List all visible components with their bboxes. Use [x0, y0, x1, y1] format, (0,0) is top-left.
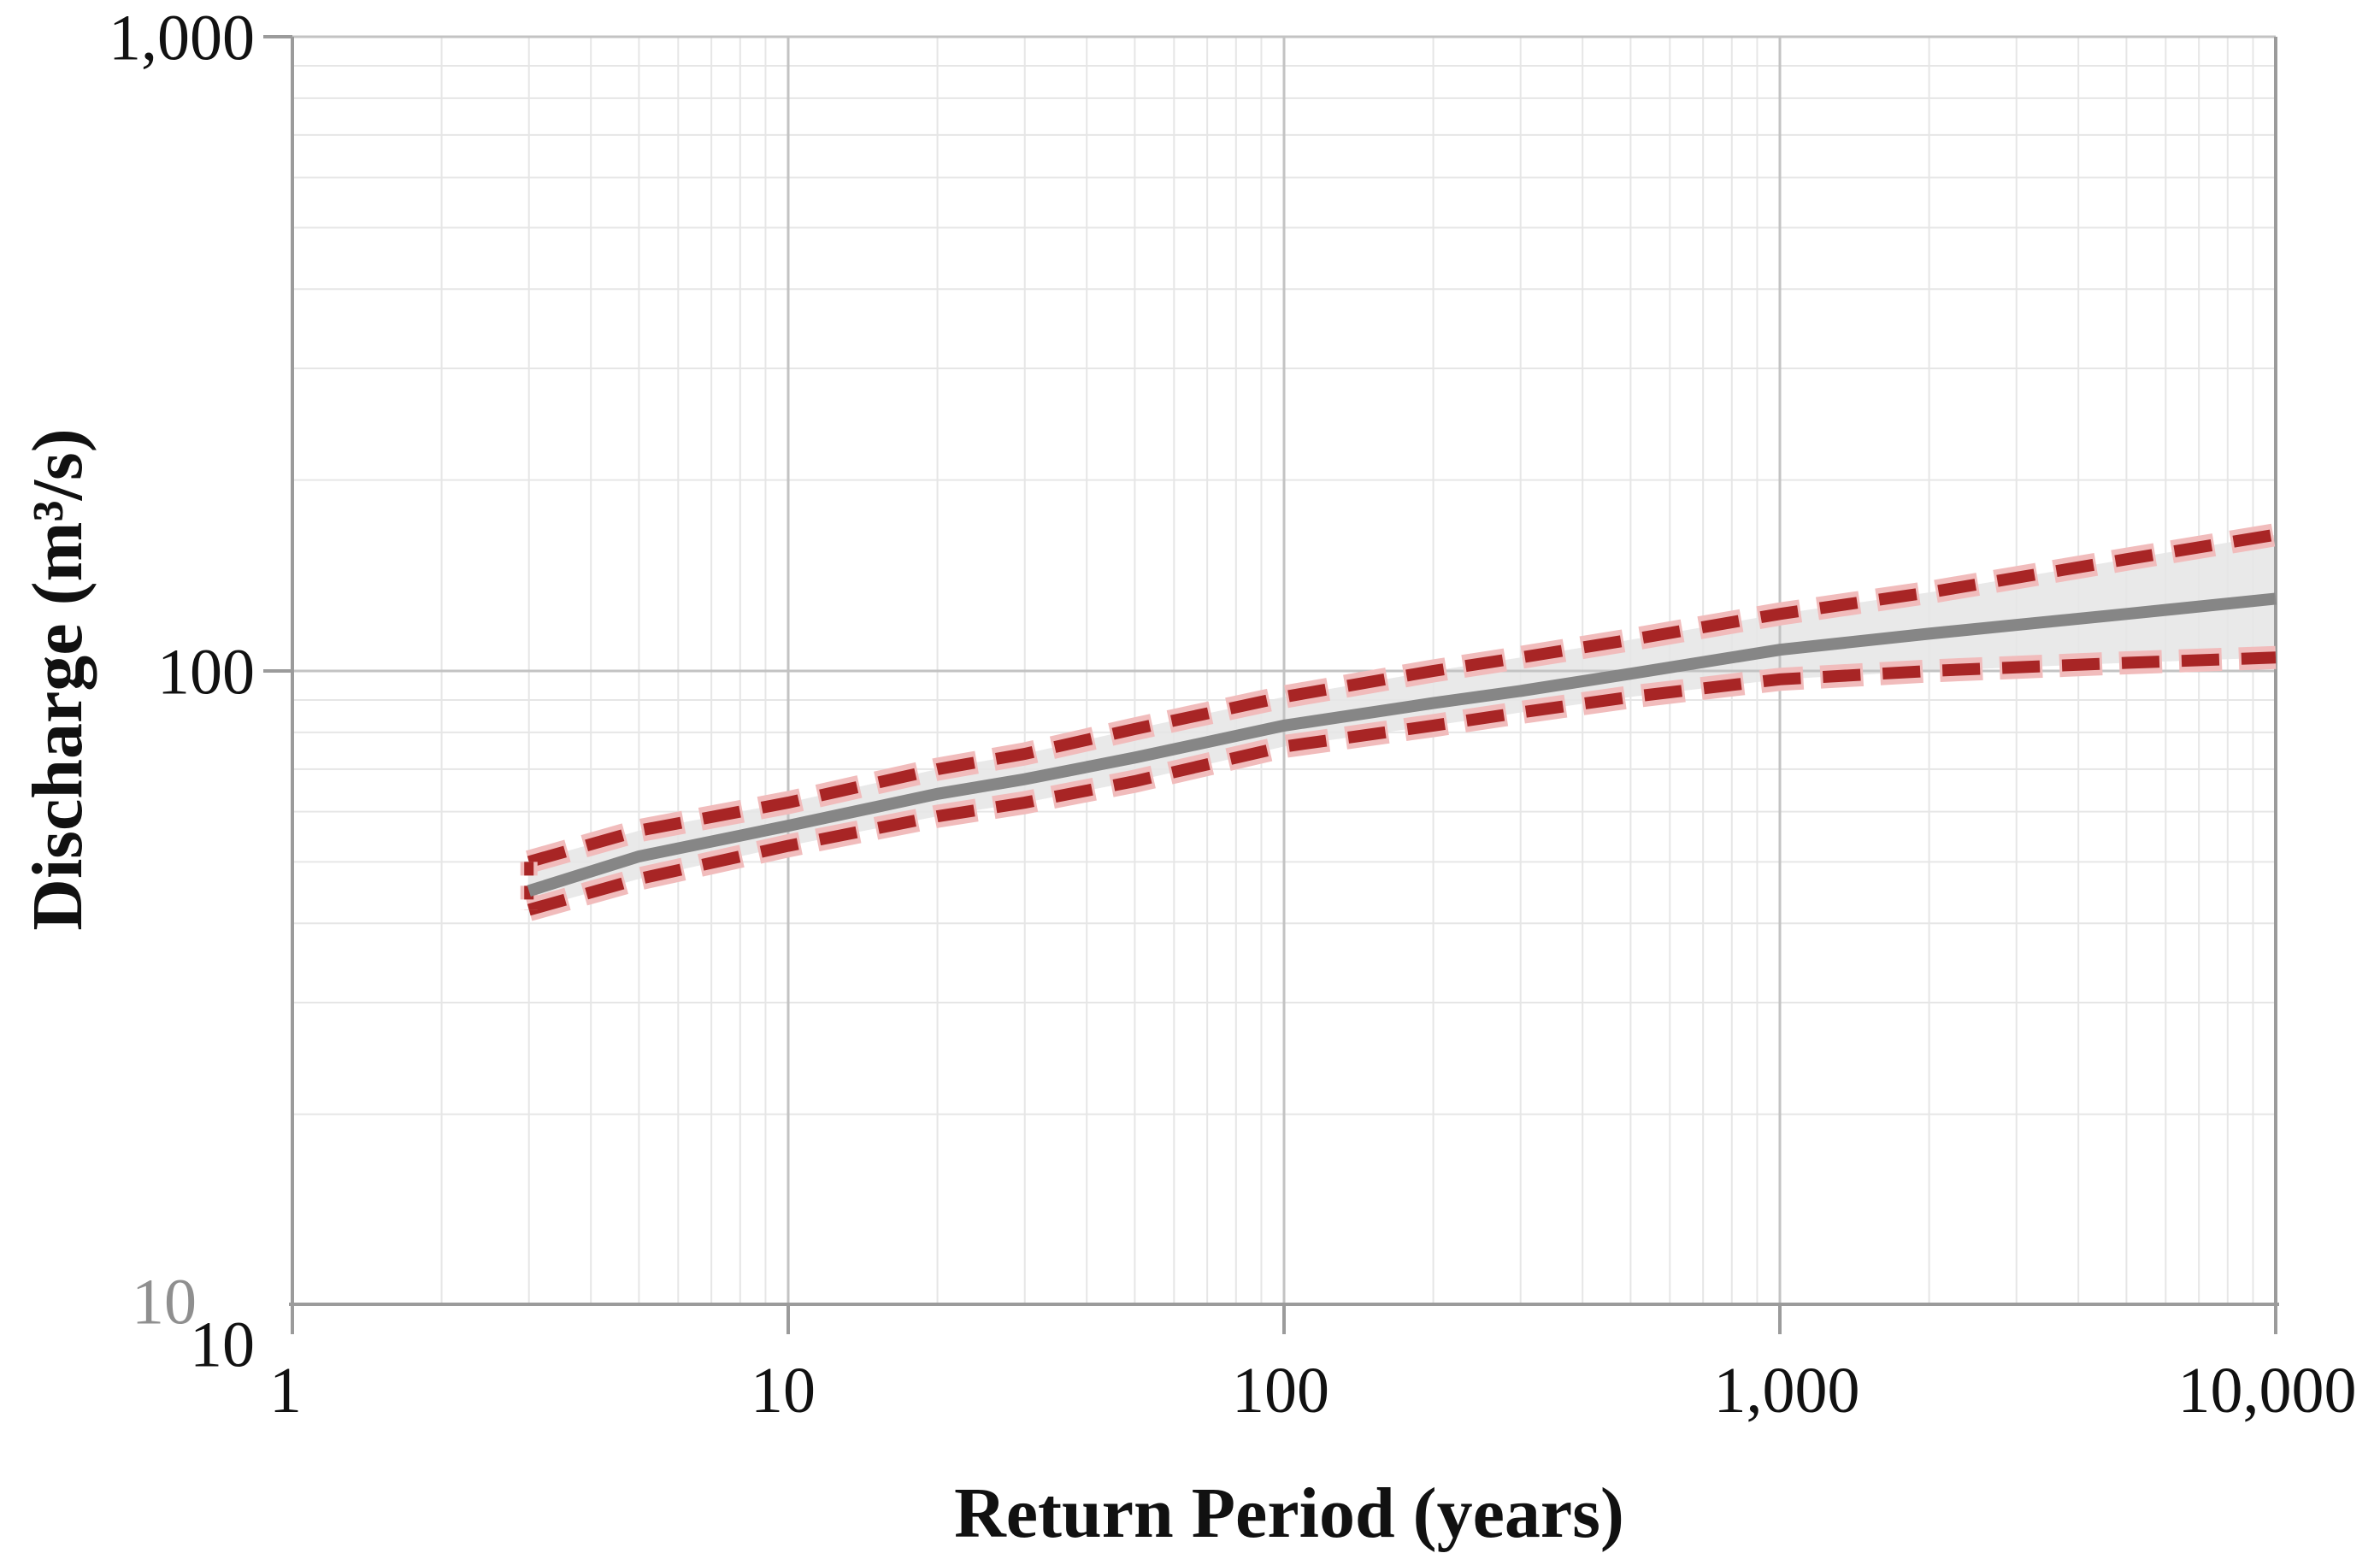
x-tick-label-1: 1	[269, 1355, 302, 1427]
y-tick-label-10-gray: 10	[132, 1267, 197, 1338]
x-tick-label-1000: 1,000	[1714, 1355, 1860, 1427]
axes-and-ticks	[263, 35, 2279, 1334]
y-axis-title: Discharge (m³/s)	[18, 428, 97, 930]
confidence-band	[528, 534, 2276, 910]
frequency-curve-line	[527, 592, 2277, 897]
x-tick-label-100: 100	[1232, 1355, 1329, 1427]
plot-layer	[263, 35, 2279, 1334]
upper-confidence-limit-line	[527, 528, 2277, 868]
lower-confidence-limit-line	[527, 651, 2277, 916]
y-tick-label-10: 10	[190, 1309, 255, 1381]
y-tick-label-100: 100	[157, 637, 255, 709]
y-tick-label-1000: 1,000	[109, 3, 255, 74]
x-tick-label-10: 10	[751, 1355, 816, 1427]
x-axis-title: Return Period (years)	[954, 1474, 1624, 1553]
x-tick-label-10000: 10,000	[2178, 1355, 2357, 1427]
